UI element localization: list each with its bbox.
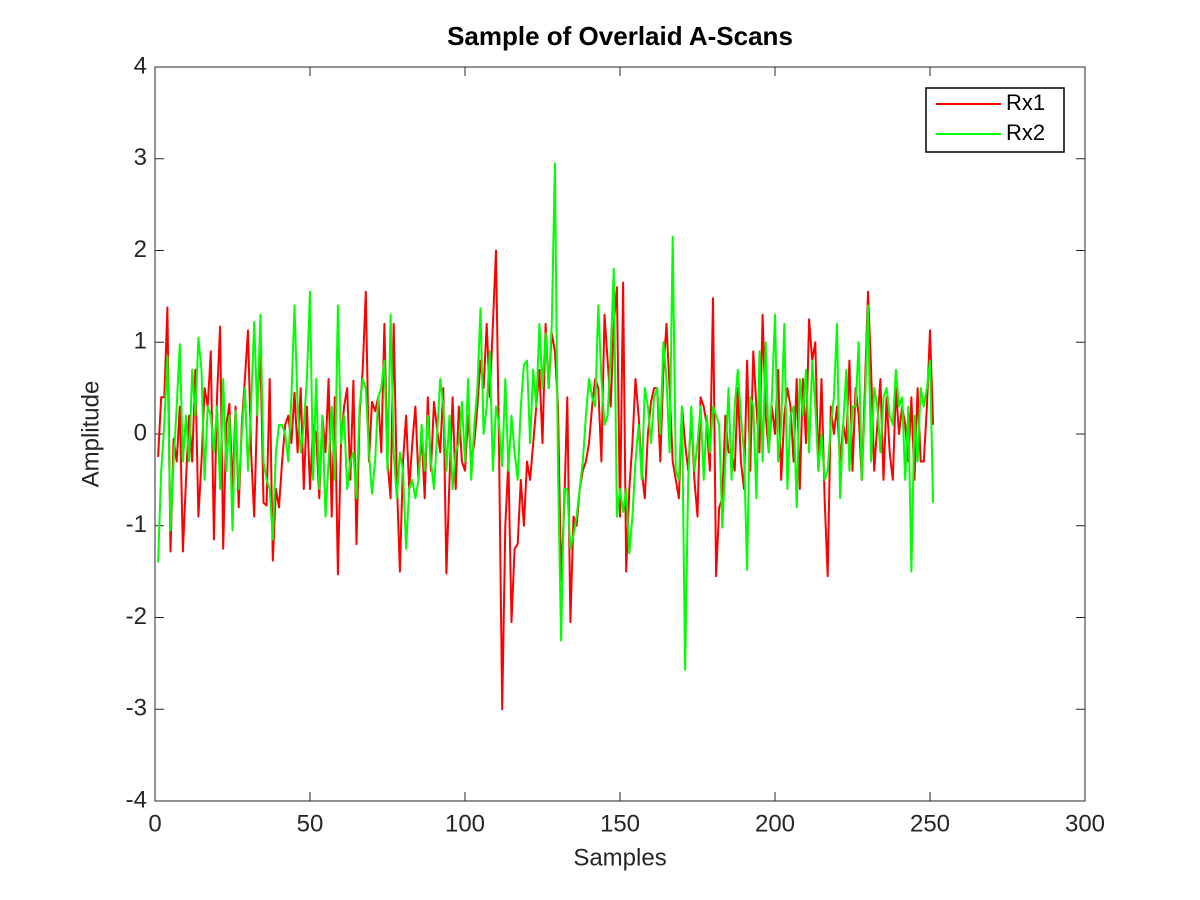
y-tick-label: -4: [126, 786, 147, 813]
plot-frame: [154, 66, 1086, 802]
y-tick-label: 1: [134, 328, 147, 355]
legend-label: Rx1: [1006, 90, 1045, 115]
x-tick-label: 50: [297, 810, 324, 837]
x-tick-label: 300: [1065, 810, 1105, 837]
y-tick-label: -2: [126, 603, 147, 630]
legend-box: [925, 87, 1065, 153]
x-tick-label: 150: [600, 810, 640, 837]
y-tick-label: 2: [134, 236, 147, 263]
x-tick-label: 0: [148, 810, 161, 837]
y-tick-label: 3: [134, 144, 147, 171]
y-axis-label: Amplitude: [77, 381, 104, 488]
x-tick-label: 250: [910, 810, 950, 837]
y-tick-label: -3: [126, 695, 147, 722]
y-tick-label: 4: [134, 52, 147, 79]
chart-title: Sample of Overlaid A-Scans: [447, 21, 793, 51]
y-tick-label: -1: [126, 511, 147, 538]
y-tick-label: 0: [134, 419, 147, 446]
x-axis-label: Samples: [573, 844, 666, 871]
x-tick-label: 200: [755, 810, 795, 837]
x-tick-label: 100: [445, 810, 485, 837]
series-line: [157, 162, 935, 671]
legend-label: Rx2: [1006, 120, 1045, 145]
